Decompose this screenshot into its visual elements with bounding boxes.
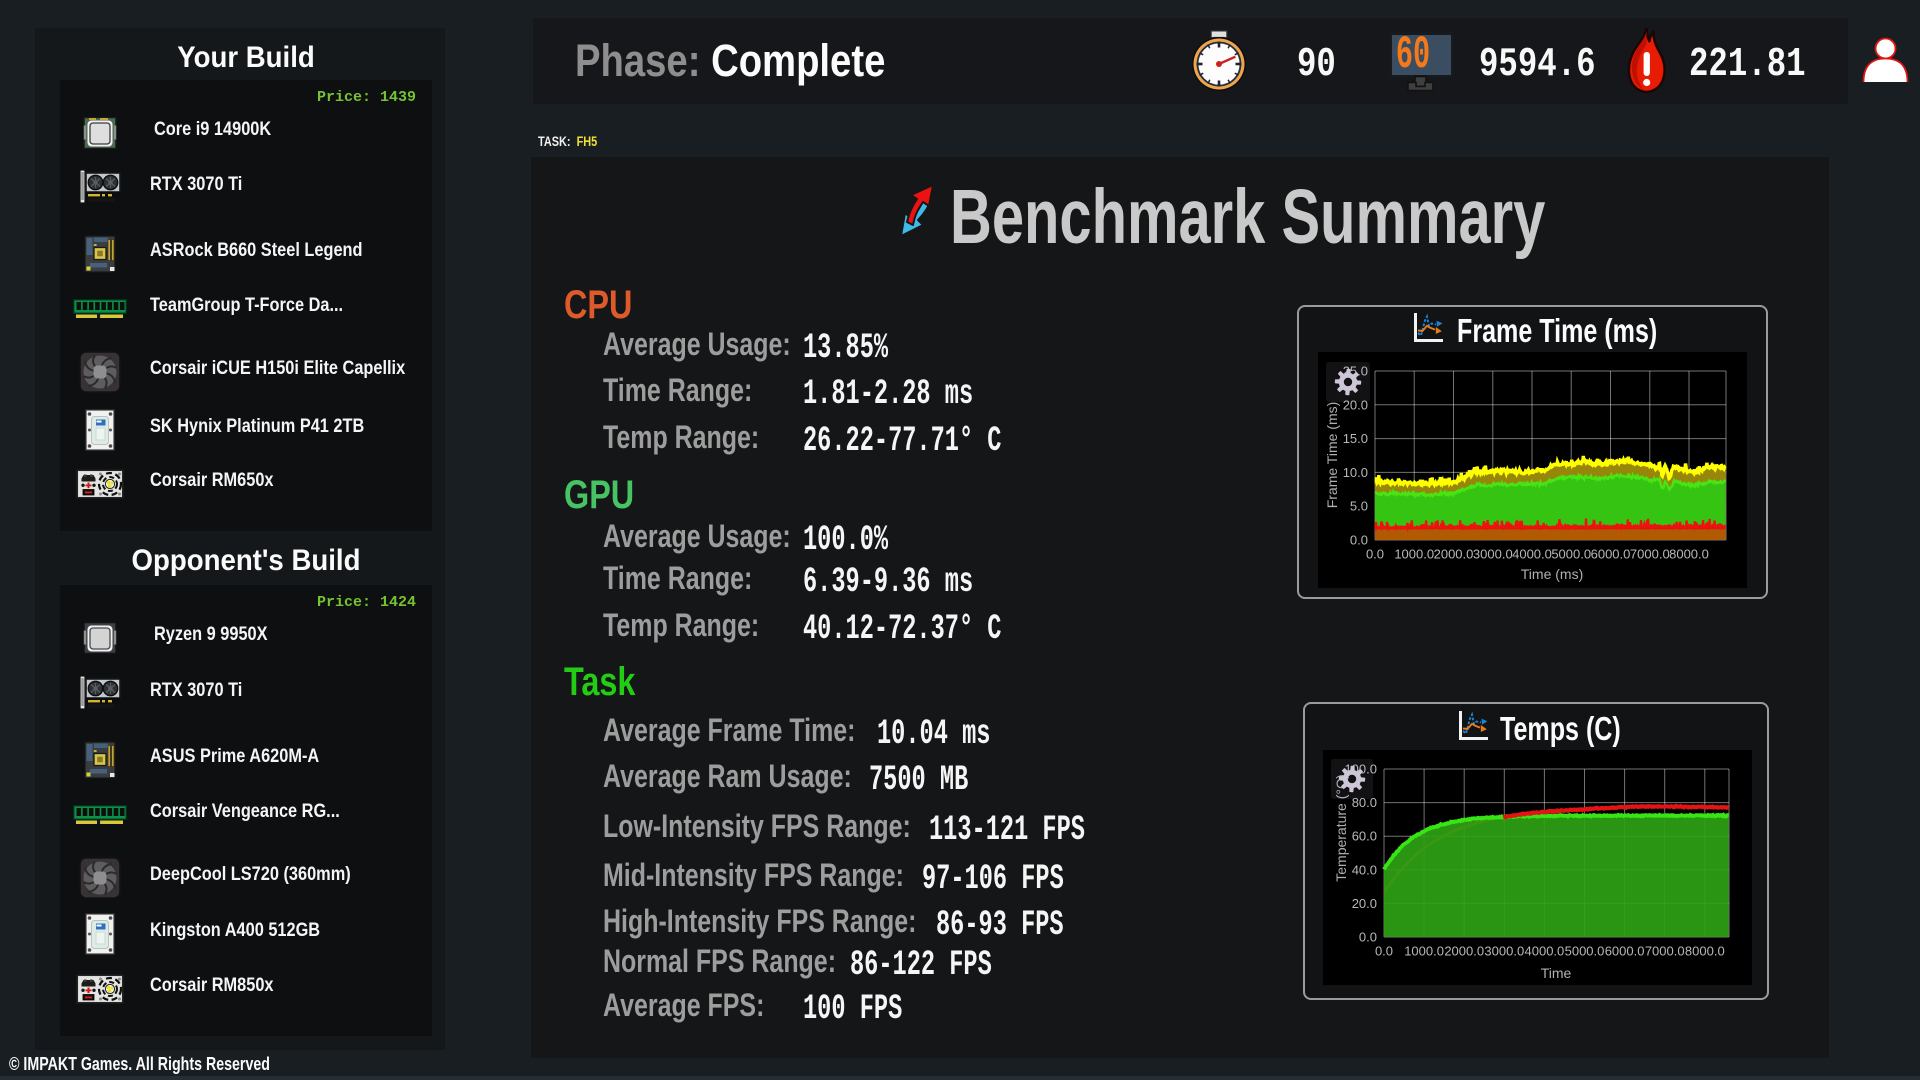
svg-text:Frame Time (ms): Frame Time (ms) (1324, 402, 1340, 509)
svg-text:6000.0: 6000.0 (1605, 944, 1645, 959)
svg-text:Temperature (°C): Temperature (°C) (1333, 774, 1349, 882)
svg-text:40.0: 40.0 (1352, 862, 1377, 877)
svg-text:7000.0: 7000.0 (1645, 944, 1685, 959)
svg-text:0.0: 0.0 (1375, 944, 1393, 959)
svg-text:10.0: 10.0 (1343, 465, 1368, 480)
svg-text:Time (ms): Time (ms) (1521, 566, 1583, 582)
svg-text:8000.0: 8000.0 (1685, 944, 1725, 959)
svg-text:0.0: 0.0 (1366, 547, 1384, 562)
svg-text:5000.0: 5000.0 (1551, 547, 1591, 562)
svg-text:3000.0: 3000.0 (1473, 547, 1513, 562)
svg-text:0.0: 0.0 (1350, 533, 1368, 548)
svg-text:60.0: 60.0 (1352, 829, 1377, 844)
svg-text:2000.0: 2000.0 (1444, 944, 1484, 959)
svg-text:4000.0: 4000.0 (1525, 944, 1565, 959)
svg-text:2000.0: 2000.0 (1434, 547, 1474, 562)
svg-text:1000.0: 1000.0 (1394, 547, 1434, 562)
svg-text:Time: Time (1541, 965, 1572, 981)
svg-text:60: 60 (1396, 32, 1430, 81)
svg-text:80.0: 80.0 (1352, 795, 1377, 810)
svg-text:20.0: 20.0 (1352, 896, 1377, 911)
svg-text:0.0: 0.0 (1359, 930, 1377, 945)
svg-text:5000.0: 5000.0 (1565, 944, 1605, 959)
svg-text:6000.0: 6000.0 (1591, 547, 1631, 562)
svg-text:20.0: 20.0 (1343, 397, 1368, 412)
svg-text:1000.0: 1000.0 (1404, 944, 1444, 959)
svg-text:15.0: 15.0 (1343, 431, 1368, 446)
svg-text:8000.0: 8000.0 (1669, 547, 1709, 562)
svg-text:7000.0: 7000.0 (1630, 547, 1670, 562)
svg-text:4000.0: 4000.0 (1512, 547, 1552, 562)
svg-text:5.0: 5.0 (1350, 499, 1368, 514)
svg-text:3000.0: 3000.0 (1484, 944, 1524, 959)
